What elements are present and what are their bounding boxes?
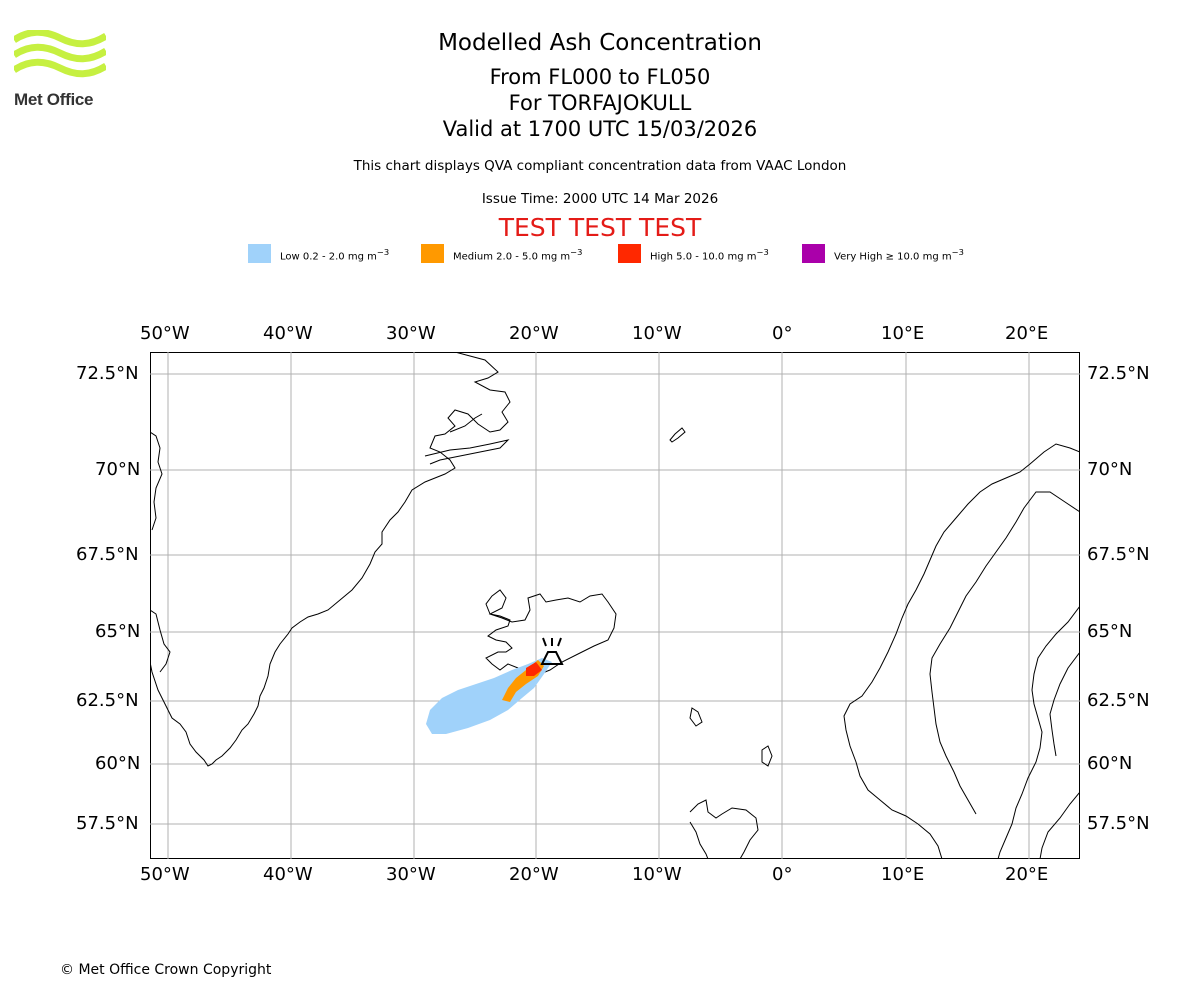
lat-tick-right: 72.5°N [1087,363,1150,384]
lat-tick-left: 65°N [95,621,141,642]
unit-exponent: −3 [951,247,964,257]
norway-sweden-border [929,491,1080,815]
lon-tick-top: 30°W [386,323,436,344]
legend-swatch-high [618,244,641,263]
ash-cloud [426,658,552,734]
lat-tick-left: 57.5°N [76,813,139,834]
lat-tick-right: 57.5°N [1087,813,1150,834]
lon-tick-bottom: 0° [772,864,793,885]
lon-tick-top: 40°W [263,323,313,344]
level-range: From FL000 to FL050 [489,65,711,89]
chart-title: Modelled Ash Concentration [438,30,762,56]
unit-exponent: −3 [756,247,769,257]
legend-label-medium: Medium 2.0 - 5.0 mg m [453,251,571,263]
coastlines [150,352,1080,859]
greenland-fjords [424,439,510,465]
legend-swatch-low [248,244,271,263]
valid-time: Valid at 1700 UTC 15/03/2026 [442,117,758,141]
jan-mayen [669,427,686,443]
shetland [761,745,773,767]
volcano-symbol [540,637,564,665]
lat-tick-right: 62.5°N [1087,690,1150,711]
lon-tick-bottom: 10°W [632,864,682,885]
lat-tick-right: 67.5°N [1087,544,1150,565]
lon-tick-top: 20°W [509,323,559,344]
met-office-logo: Met Office [12,28,108,109]
test-banner: TEST TEST TEST [498,213,702,242]
lat-tick-left: 67.5°N [76,544,139,565]
map-frame [150,352,1080,859]
chart-description: This chart displays QVA compliant concen… [353,158,847,174]
lon-tick-top: 20°E [1005,323,1049,344]
lon-tick-top: 10°W [632,323,682,344]
legend-swatch-medium [421,244,444,263]
ash-map [150,352,1080,859]
ash-high [526,662,542,676]
lat-tick-right: 70°N [1087,459,1133,480]
lon-tick-top: 0° [772,323,793,344]
scotland-coast-2 [689,821,709,859]
lon-tick-top: 50°W [140,323,190,344]
lon-tick-bottom: 30°W [386,864,436,885]
copyright-notice: © Met Office Crown Copyright [60,962,272,978]
legend-swatch-very-high [802,244,825,263]
legend-label-low: Low 0.2 - 2.0 mg m [280,251,377,263]
lon-tick-bottom: 20°E [1005,864,1049,885]
lon-tick-bottom: 10°E [881,864,925,885]
legend-label-high: High 5.0 - 10.0 mg m [650,251,757,263]
scotland-coast [689,799,759,859]
lon-tick-bottom: 20°W [509,864,559,885]
lat-tick-left: 72.5°N [76,363,139,384]
met-office-wave-icon [12,28,108,78]
faroe-islands [689,707,703,727]
lon-tick-top: 10°E [881,323,925,344]
gulf-of-bothnia [997,605,1080,859]
lon-tick-bottom: 40°W [263,864,313,885]
graticule [150,352,1080,859]
iceland-coast [485,589,617,675]
lat-tick-left: 60°N [95,753,141,774]
greenland-west-2 [150,609,171,673]
baltic-coast [1039,791,1080,859]
legend-label-very-high: Very High ≥ 10.0 mg m [834,251,952,263]
unit-exponent: −3 [570,247,583,257]
lat-tick-left: 62.5°N [76,690,139,711]
unit-exponent: −3 [376,247,390,257]
norway-coast [843,443,1080,859]
volcano-name: For TORFAJOKULL [508,91,692,115]
greenland-inlet [449,413,483,433]
lat-tick-left: 70°N [95,459,141,480]
issue-time: Issue Time: 2000 UTC 14 Mar 2026 [481,191,719,207]
greenland-west [150,431,163,531]
chart-subtitle: From FL000 to FL050 For TORFAJOKULL Vali… [0,64,1200,142]
greenland-coast [150,352,511,767]
lat-tick-right: 60°N [1087,753,1133,774]
lat-tick-right: 65°N [1087,621,1133,642]
finland-coast [1049,651,1080,757]
logo-text: Met Office [14,90,94,109]
lon-tick-bottom: 50°W [140,864,190,885]
